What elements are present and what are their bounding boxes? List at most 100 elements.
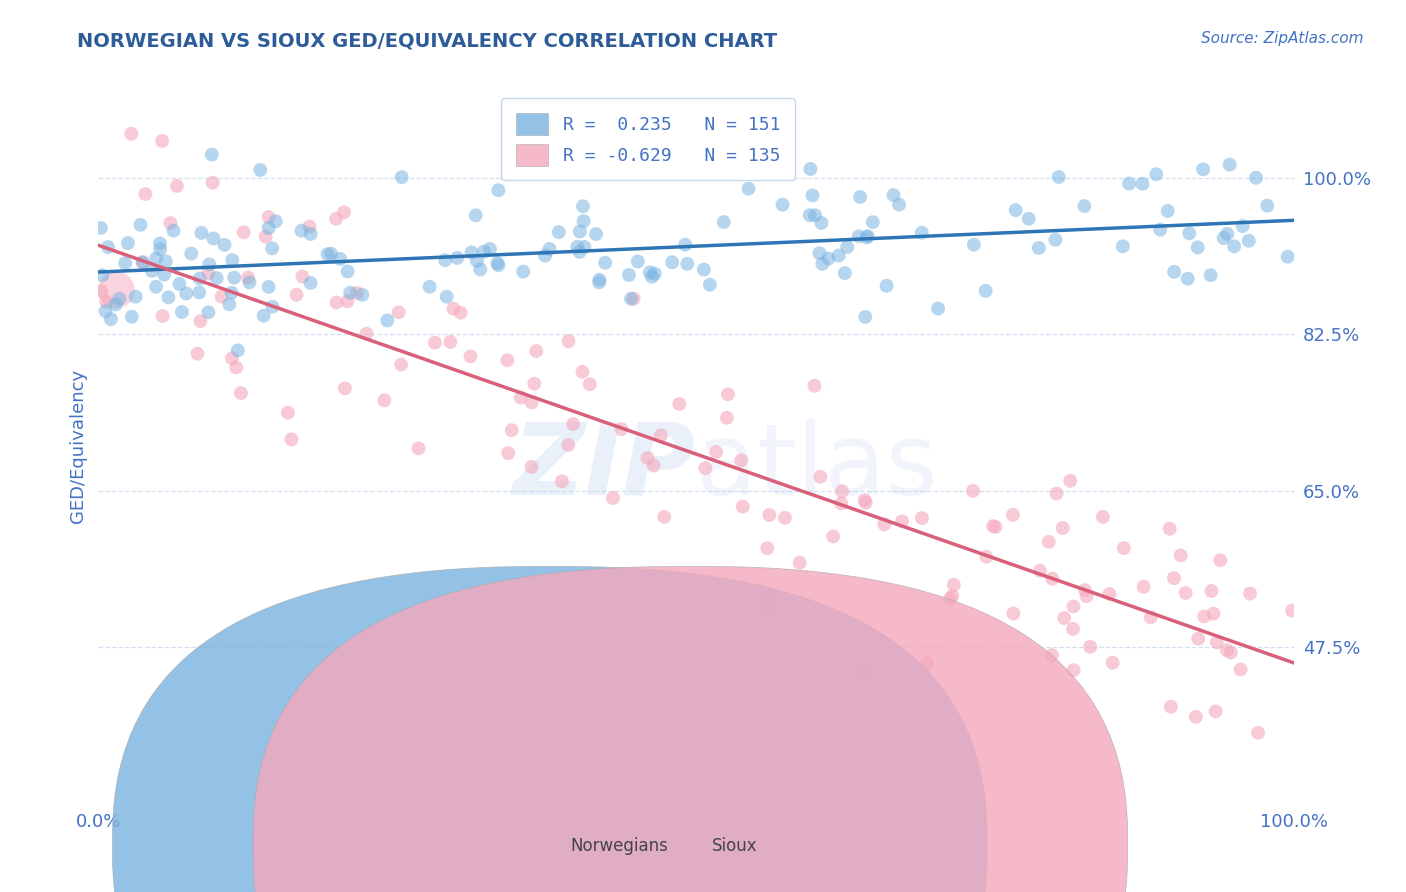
Point: [198, 257, 221, 271]
Point: [124, 290, 146, 304]
Point: [693, 262, 716, 277]
Point: [169, 277, 191, 291]
Point: [333, 205, 356, 219]
Point: [450, 306, 472, 320]
Point: [1163, 265, 1185, 279]
Point: [1237, 234, 1260, 248]
Point: [1219, 157, 1241, 171]
Point: [166, 178, 188, 193]
Point: [1159, 522, 1181, 536]
Point: [623, 292, 645, 306]
Point: [96, 294, 118, 309]
Point: [419, 280, 441, 294]
Point: [377, 313, 399, 327]
Point: [830, 496, 852, 510]
Point: [593, 256, 616, 270]
Point: [225, 360, 247, 375]
Point: [927, 301, 949, 316]
Point: [572, 214, 595, 228]
Point: [336, 264, 359, 278]
Point: [1160, 699, 1182, 714]
Point: [97, 240, 120, 254]
Point: [1063, 663, 1085, 677]
Point: [423, 335, 446, 350]
Point: [149, 236, 172, 251]
Point: [346, 285, 368, 300]
Point: [356, 326, 378, 341]
Point: [1212, 231, 1234, 245]
Text: atlas: atlas: [696, 419, 938, 516]
Point: [512, 265, 534, 279]
Point: [538, 242, 561, 256]
Text: Sioux: Sioux: [711, 837, 756, 855]
Point: [121, 310, 143, 324]
Point: [1209, 553, 1232, 567]
Point: [299, 227, 322, 241]
Point: [834, 266, 856, 280]
Point: [170, 305, 193, 319]
Point: [810, 216, 832, 230]
Point: [855, 230, 877, 244]
Point: [799, 161, 821, 176]
Point: [333, 381, 356, 395]
Point: [942, 578, 965, 592]
Point: [1018, 211, 1040, 226]
Point: [1201, 583, 1223, 598]
Point: [789, 556, 811, 570]
Point: [388, 305, 411, 319]
Text: Source: ZipAtlas.com: Source: ZipAtlas.com: [1201, 31, 1364, 46]
Point: [1047, 169, 1070, 184]
Point: [1185, 710, 1208, 724]
Point: [1052, 521, 1074, 535]
Point: [1053, 611, 1076, 625]
Point: [236, 270, 259, 285]
Point: [803, 378, 825, 392]
Point: [588, 273, 610, 287]
Point: [1059, 474, 1081, 488]
Point: [201, 176, 224, 190]
Point: [731, 500, 754, 514]
Point: [114, 256, 136, 270]
Point: [643, 458, 665, 473]
Point: [120, 127, 142, 141]
Point: [180, 246, 202, 260]
Point: [434, 253, 457, 268]
Point: [108, 292, 131, 306]
Point: [676, 257, 699, 271]
Point: [291, 269, 314, 284]
Point: [290, 224, 312, 238]
Point: [1216, 643, 1239, 657]
Point: [131, 255, 153, 269]
Point: [190, 226, 212, 240]
Point: [1239, 586, 1261, 600]
Point: [1149, 222, 1171, 236]
Point: [939, 591, 962, 606]
Point: [1045, 233, 1067, 247]
Point: [1101, 656, 1123, 670]
Point: [610, 422, 633, 436]
Point: [202, 231, 225, 245]
Point: [232, 225, 254, 239]
Point: [1192, 162, 1215, 177]
Point: [1170, 549, 1192, 563]
Point: [436, 290, 458, 304]
Point: [226, 343, 249, 358]
Point: [1098, 587, 1121, 601]
Point: [218, 297, 240, 311]
Point: [650, 428, 672, 442]
Point: [1040, 648, 1063, 662]
Point: [150, 134, 173, 148]
Point: [1216, 227, 1239, 241]
Point: [262, 241, 284, 255]
Point: [325, 295, 347, 310]
Point: [568, 244, 591, 259]
Point: [472, 244, 495, 259]
Point: [104, 297, 127, 311]
Point: [1163, 571, 1185, 585]
Point: [915, 657, 938, 671]
Point: [496, 353, 519, 368]
Point: [1073, 199, 1095, 213]
Point: [523, 376, 546, 391]
Point: [1076, 589, 1098, 603]
Point: [145, 252, 167, 266]
